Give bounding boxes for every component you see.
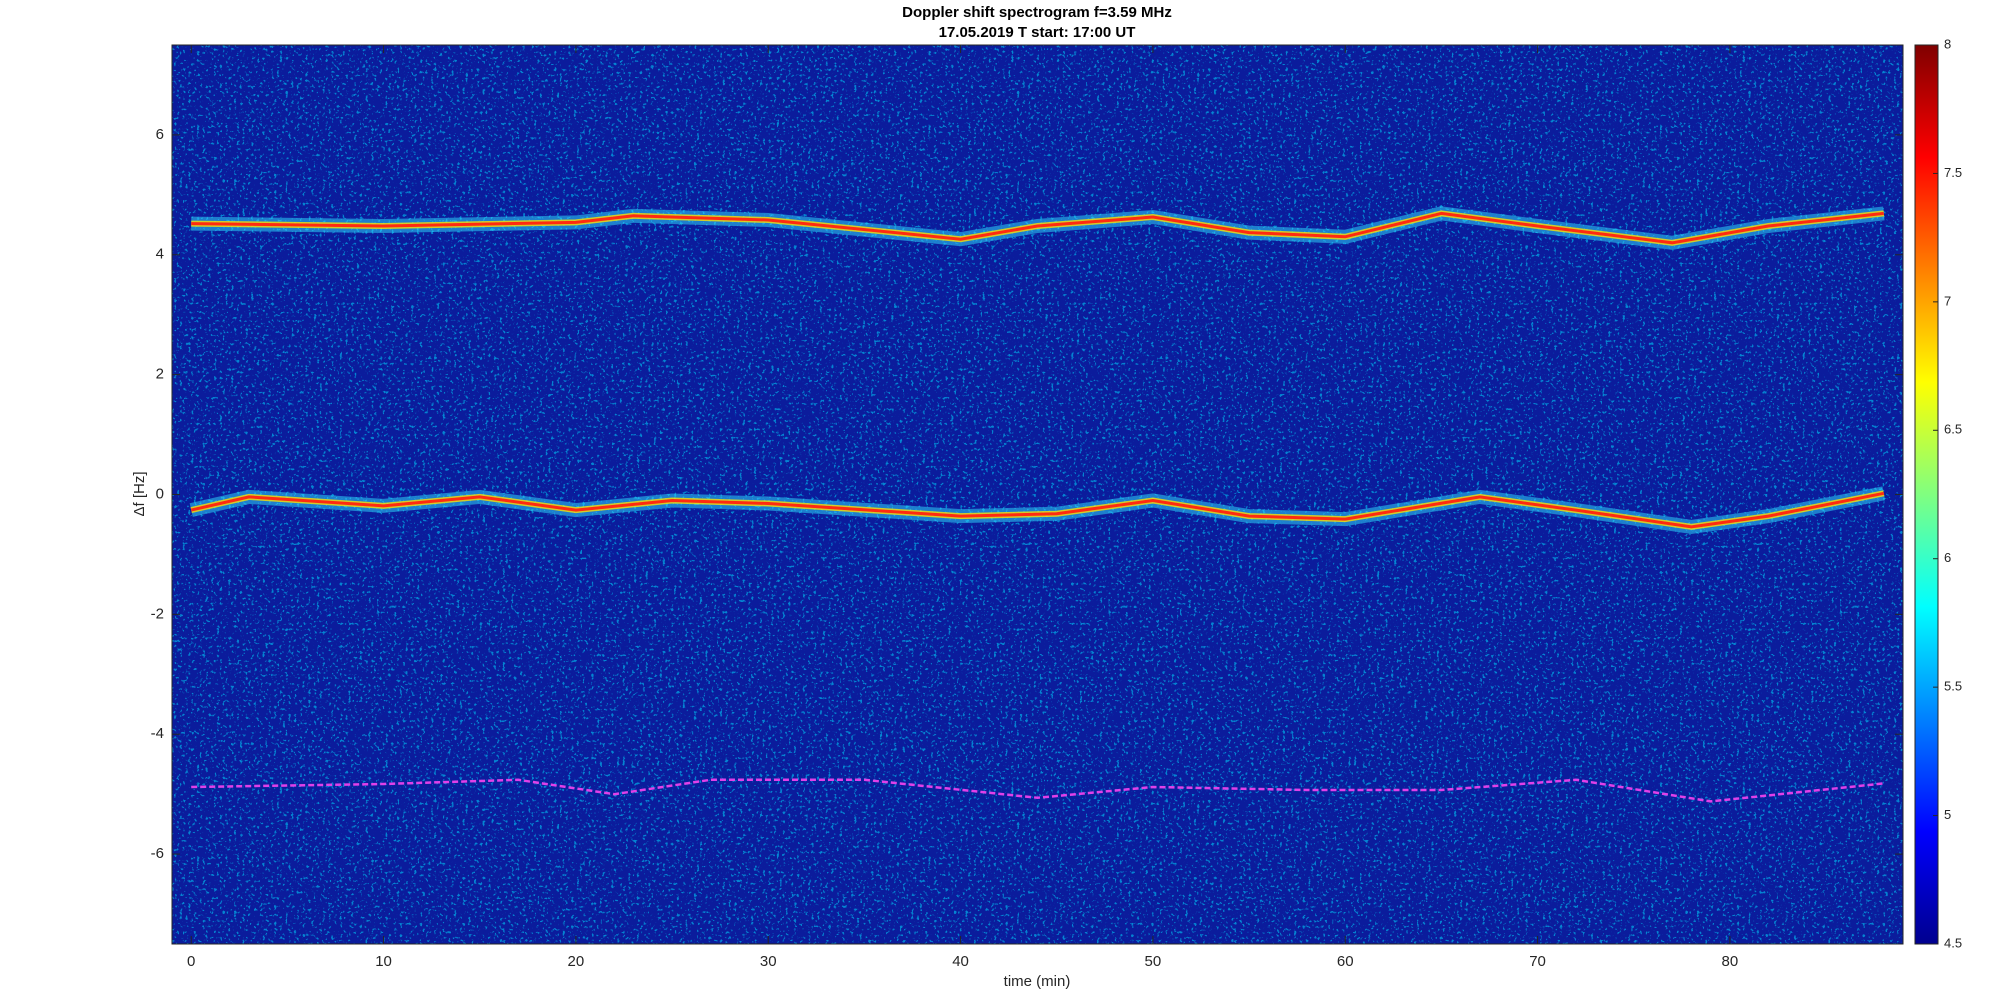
ridge-line [191,778,1884,803]
y-tick-label: -2 [151,605,164,622]
x-tick-label: 80 [1722,953,1739,970]
colorbar [1914,44,1939,945]
colorbar-tick-label: 7.5 [1944,165,1962,180]
colorbar-tick-label: 6.5 [1944,422,1962,437]
colorbar-tick-label: 5 [1944,807,1951,822]
y-tick-label: 6 [156,126,164,143]
x-tick-label: 70 [1529,953,1546,970]
x-tick-label: 10 [375,953,392,970]
x-tick-label: 0 [187,953,195,970]
colorbar-tick-label: 6 [1944,550,1951,565]
y-tick-label: -4 [151,725,164,742]
y-tick-label: 2 [156,366,164,383]
chart-subtitle: 17.05.2019 T start: 17:00 UT [939,24,1136,41]
colorbar-tick-label: 4.5 [1944,935,1962,950]
ridge-line [190,491,1885,529]
y-axis-label: Δf [Hz] [131,471,148,516]
y-tick-label: 4 [156,246,164,263]
x-tick-label: 60 [1337,953,1354,970]
colorbar-tick-label: 7 [1944,293,1951,308]
chart-title: Doppler shift spectrogram f=3.59 MHz [902,4,1172,21]
ridge-line [191,211,1884,245]
x-tick-label: 40 [952,953,969,970]
x-axis-label: time (min) [1004,973,1071,990]
x-tick-label: 30 [760,953,777,970]
colorbar-tick-label: 5.5 [1944,679,1962,694]
x-tick-label: 50 [1145,953,1162,970]
y-tick-label: -6 [151,845,164,862]
x-tick-label: 20 [568,953,585,970]
colorbar-tick-label: 8 [1944,36,1951,51]
y-tick-label: 0 [156,485,164,502]
